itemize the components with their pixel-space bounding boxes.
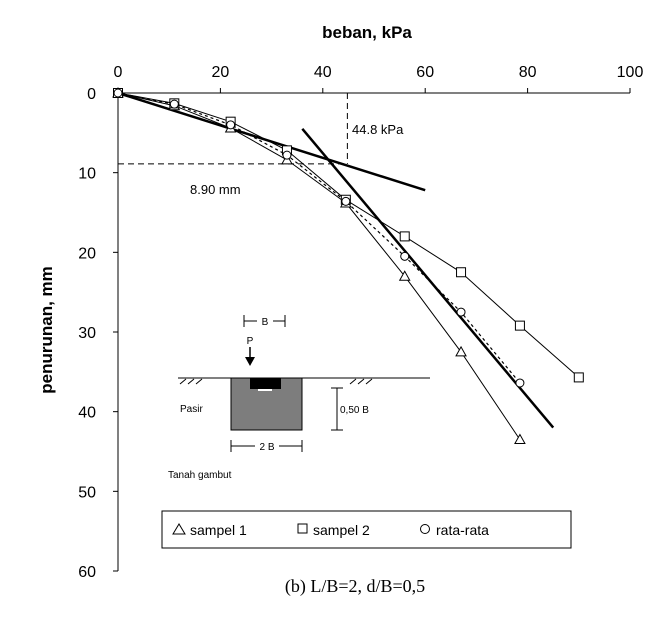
b-label: B	[262, 317, 269, 328]
series-line-sampel-2	[117, 92, 580, 378]
y-tick-label: 60	[78, 564, 96, 581]
legend-label-rata-rata: rata-rata	[436, 522, 489, 538]
y-tick-label: 50	[78, 484, 96, 501]
load-annotation: 44.8 kPa	[352, 122, 404, 137]
soil-bottom-label: Tanah gambut	[168, 470, 232, 481]
y-tick-label: 30	[78, 325, 96, 342]
tangent-lines	[117, 91, 555, 429]
reference-lines	[118, 93, 348, 165]
hatch-mark	[349, 378, 357, 385]
series-line-sampel-1	[117, 92, 521, 440]
tangent-line-1	[117, 91, 426, 192]
x-tick-label: 60	[416, 64, 434, 81]
hatch-mark	[187, 378, 195, 385]
data-point-rata-rata	[113, 88, 123, 98]
footing-diagram: B P Pasir 0,50 B	[168, 314, 430, 481]
y-tick-label: 40	[78, 405, 96, 422]
ground-hatch	[179, 378, 373, 385]
data-point-rata-rata	[282, 150, 292, 160]
y-tick-label: 0	[87, 86, 96, 103]
settlement-annotation: 8.90 mm	[190, 182, 241, 197]
figure-caption: (b) L/B=2, d/B=0,5	[285, 576, 425, 597]
data-point-rata-rata	[515, 378, 525, 388]
data-point-sampel-2	[456, 267, 467, 278]
data-point-sampel-2	[399, 231, 410, 242]
legend-marker-circle	[420, 524, 430, 534]
tangent-line-2	[301, 128, 555, 429]
x-tick-label: 80	[519, 64, 537, 81]
data-point-rata-rata	[400, 251, 410, 261]
data-point-rata-rata	[341, 196, 351, 206]
width-dimension: 2 B	[230, 439, 303, 453]
axes	[117, 92, 630, 571]
load-arrow	[245, 347, 255, 366]
data-point-sampel-2	[514, 320, 525, 331]
data-point-sampel-1	[514, 433, 526, 445]
data-point-rata-rata	[456, 307, 466, 317]
b-dimension: B	[243, 314, 286, 328]
data-point-sampel-1	[398, 270, 411, 281]
width-label: 2 B	[259, 442, 274, 453]
y-tick-label: 20	[78, 245, 96, 262]
load-p-label: P	[247, 336, 254, 347]
legend-label-sampel-2: sampel 2	[313, 522, 370, 538]
series-line-rata-rata	[117, 92, 521, 384]
y-tick-label: 10	[78, 166, 96, 183]
x-axis-title: beban, kPa	[322, 23, 412, 42]
depth-label: 0,50 B	[340, 405, 369, 416]
hatch-mark	[365, 378, 373, 385]
x-tick-label: 40	[314, 64, 332, 81]
legend-marker-square	[297, 523, 308, 534]
x-tick-label: 20	[212, 64, 230, 81]
legend-marker-triangle	[172, 523, 186, 535]
soil-top-label: Pasir	[180, 404, 203, 415]
legend-label-sampel-1: sampel 1	[190, 522, 247, 538]
hatch-mark	[357, 378, 365, 385]
series-group	[112, 86, 584, 445]
x-tick-label: 100	[617, 64, 644, 81]
data-point-rata-rata	[169, 99, 179, 109]
hatch-mark	[195, 378, 203, 385]
b-label-bg	[257, 314, 273, 328]
hatch-mark	[179, 378, 187, 385]
data-point-sampel-1	[455, 345, 467, 357]
legend: sampel 1 sampel 2 rata-rata	[161, 510, 572, 549]
footing-gap	[258, 389, 272, 391]
width-label-bg	[255, 439, 279, 453]
y-axis-title: penurunan, mm	[37, 266, 56, 394]
depth-dimension: 0,50 B	[331, 387, 378, 431]
x-tick-label: 0	[114, 64, 123, 81]
axis-ticks: 0 20 40 60 80 100 0 10 20 30 40 50 60	[78, 64, 643, 581]
data-point-rata-rata	[226, 120, 236, 130]
load-arrow-head	[245, 357, 255, 366]
legend-box	[161, 510, 572, 549]
data-point-sampel-2	[573, 372, 584, 383]
footing-plate	[250, 378, 281, 389]
depth-label-bg	[338, 402, 378, 416]
